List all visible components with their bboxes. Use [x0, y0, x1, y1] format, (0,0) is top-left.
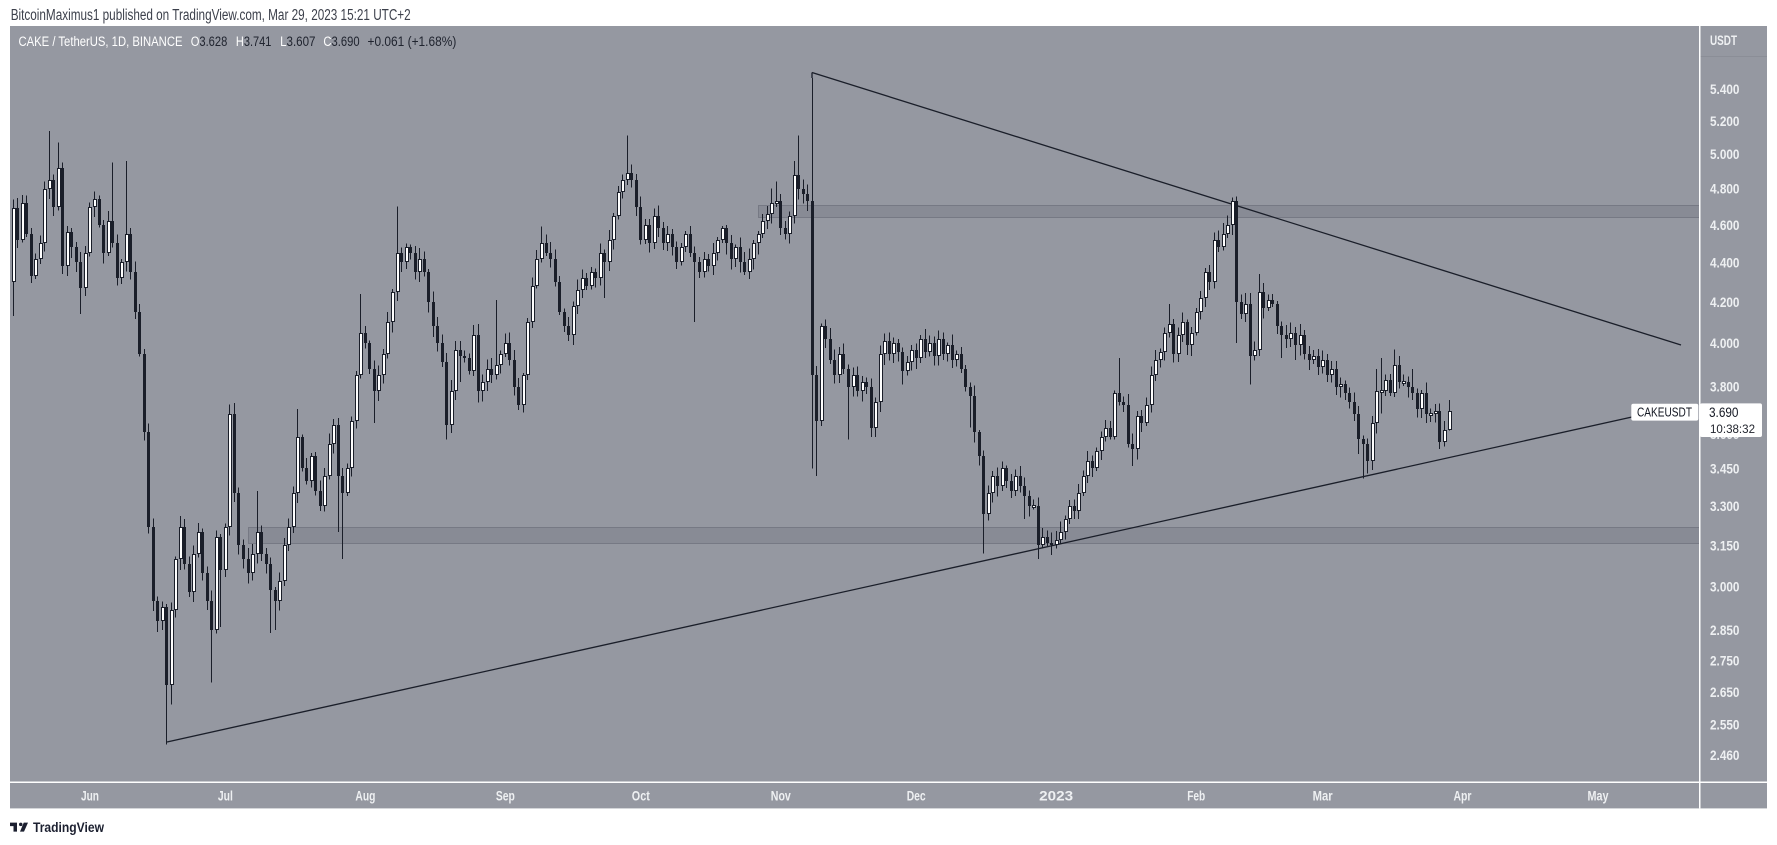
- svg-text:4.600: 4.600: [1710, 218, 1740, 233]
- svg-text:Jun: Jun: [81, 789, 99, 804]
- svg-text:5.200: 5.200: [1710, 114, 1740, 129]
- svg-text:L3.607: L3.607: [280, 34, 315, 49]
- svg-text:3.000: 3.000: [1710, 580, 1740, 595]
- svg-text:CAKE / TetherUS, 1D, BINANCE: CAKE / TetherUS, 1D, BINANCE: [19, 34, 183, 49]
- svg-text:2.550: 2.550: [1710, 717, 1740, 732]
- svg-text:Sep: Sep: [496, 789, 515, 804]
- svg-text:Mar: Mar: [1313, 789, 1334, 804]
- svg-text:Nov: Nov: [771, 789, 791, 804]
- svg-text:USDT: USDT: [1710, 33, 1738, 48]
- svg-text:CAKEUSDT: CAKEUSDT: [1637, 405, 1692, 419]
- svg-text:10:38:32: 10:38:32: [1710, 422, 1755, 436]
- svg-text:4.800: 4.800: [1710, 182, 1740, 197]
- svg-text:TradingView: TradingView: [33, 819, 104, 835]
- svg-text:5.000: 5.000: [1710, 147, 1740, 162]
- svg-text:Aug: Aug: [355, 789, 375, 804]
- svg-text:2.750: 2.750: [1710, 653, 1740, 668]
- svg-text:H3.741: H3.741: [236, 34, 272, 49]
- svg-text:3.450: 3.450: [1710, 461, 1740, 476]
- svg-text:BitcoinMaximus1 published on T: BitcoinMaximus1 published on TradingView…: [11, 7, 411, 24]
- svg-text:4.000: 4.000: [1710, 336, 1740, 351]
- svg-text:3.690: 3.690: [1709, 405, 1739, 420]
- svg-text:5.400: 5.400: [1710, 82, 1740, 97]
- svg-text:+0.061 (+1.68%): +0.061 (+1.68%): [368, 34, 457, 49]
- svg-text:C3.690: C3.690: [323, 34, 359, 49]
- svg-text:4.200: 4.200: [1710, 295, 1740, 310]
- svg-text:May: May: [1588, 789, 1609, 804]
- svg-text:2023: 2023: [1039, 789, 1074, 804]
- svg-text:3.800: 3.800: [1710, 380, 1740, 395]
- svg-text:Feb: Feb: [1187, 789, 1205, 804]
- svg-text:Apr: Apr: [1454, 789, 1473, 804]
- svg-text:3.150: 3.150: [1710, 538, 1740, 553]
- svg-text:Jul: Jul: [218, 789, 233, 804]
- svg-text:4.400: 4.400: [1710, 255, 1740, 270]
- svg-text:2.460: 2.460: [1710, 748, 1740, 763]
- svg-text:2.650: 2.650: [1710, 685, 1740, 700]
- svg-text:O3.628: O3.628: [191, 34, 228, 49]
- svg-text:Dec: Dec: [907, 789, 926, 804]
- svg-text:2.850: 2.850: [1710, 623, 1740, 638]
- svg-text:Oct: Oct: [632, 789, 650, 804]
- svg-text:3.300: 3.300: [1710, 499, 1740, 514]
